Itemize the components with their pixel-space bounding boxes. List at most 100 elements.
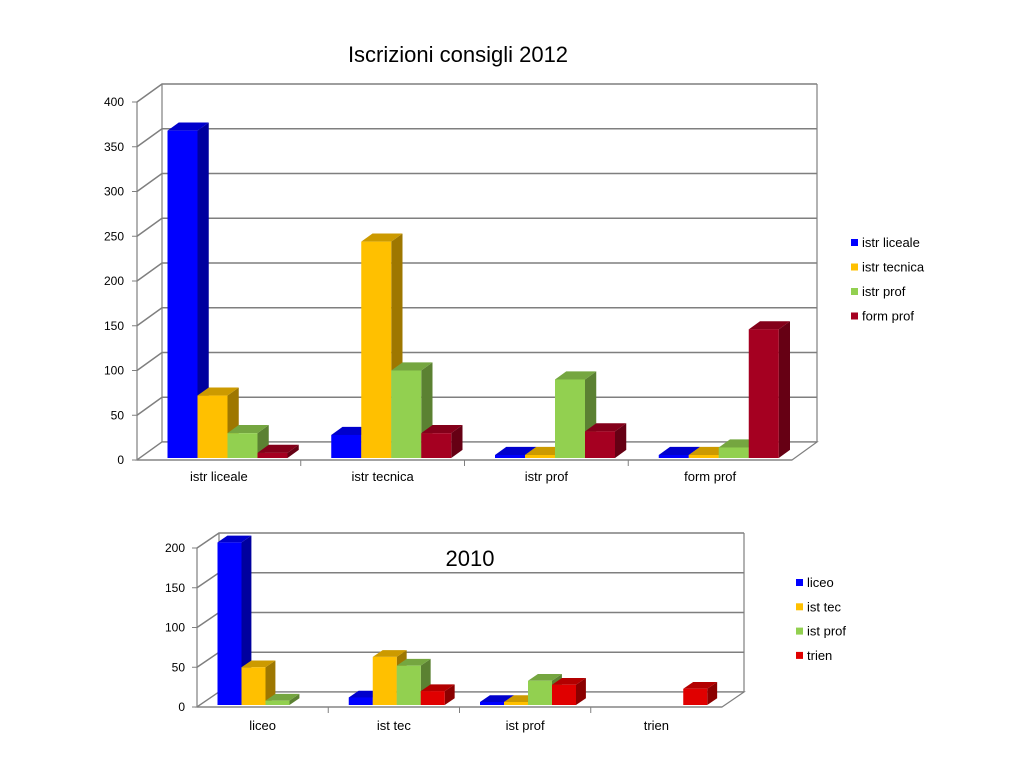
bar [552,677,586,705]
chart-title: Iscrizioni consigli 2012 [348,42,568,67]
bar-top [197,387,239,396]
bar-front [718,447,749,458]
gridline [136,307,817,327]
bar-front [528,680,552,705]
bar-side [444,684,455,705]
gridline [136,172,817,193]
bar-top [217,535,252,543]
legend-label: form prof [862,309,914,324]
bar-front [748,329,779,458]
bar-top [372,650,407,657]
legend-label: ist tec [807,599,841,614]
bar-front [241,667,266,705]
legend-swatch [796,603,803,611]
bar-top [480,695,514,702]
bar-front [552,684,576,705]
x-tick-label: istr tecnica [352,469,415,484]
bar [420,684,455,705]
bar-front [217,542,242,705]
legend-label: trien [807,648,832,663]
legend-swatch [851,239,858,246]
bar-side [265,660,276,705]
bar-side [707,681,718,705]
gridline [136,128,817,148]
bar-top [683,681,718,689]
y-tick-label: 200 [104,274,124,288]
legend-label: istr liceale [862,235,920,250]
bar-front [167,130,198,458]
bar [257,444,299,458]
chart-title: 2010 [446,546,495,571]
bar-top [495,446,537,455]
bar-top [585,423,627,432]
y-tick-label: 400 [104,95,124,109]
bar-side [289,693,300,705]
x-tick-label: istr prof [525,469,569,484]
bar-top [257,444,299,453]
y-tick-label: 150 [104,319,124,333]
bar-front [396,665,421,705]
x-tick-label: istr liceale [190,469,248,484]
bar-top [658,446,700,455]
legend-label: liceo [807,575,834,590]
bar [391,362,433,458]
legend-swatch [851,312,858,320]
legend-swatch [796,627,803,635]
bar-front [420,691,445,705]
chart-2010: 2010 0 50 100 150 200 liceo ist tec ist prof tri… [165,532,846,733]
bar-front [361,241,392,458]
bar-top [167,122,209,131]
y-tick-label: 100 [104,364,124,378]
y-tick-label: 300 [104,185,124,199]
gridline [136,83,817,103]
bar [585,423,627,458]
gridline [196,611,744,629]
bar-front [391,370,422,458]
bar-front [658,455,689,458]
y-tick-label: 100 [165,621,185,635]
x-tick-label: liceo [249,718,276,733]
bar-top [555,371,597,380]
bar-front [495,455,525,458]
y-tick-label: 350 [104,140,124,154]
bar-top [265,693,300,701]
bar-front [348,697,373,705]
bar-top [361,233,403,242]
x-tick-label: form prof [684,469,736,484]
bar-side [778,321,790,458]
legend-swatch [851,288,858,295]
bar-front [504,702,528,705]
bar [265,693,300,705]
legend-swatch [796,579,803,586]
bar-front [555,379,585,458]
bar-top [241,660,276,668]
bar-side [197,122,209,458]
gridline [136,217,817,237]
bar-front [525,455,555,458]
y-tick-label: 150 [165,581,185,595]
y-tick-label: 0 [117,453,124,467]
bar-side [451,425,463,458]
gridline [196,572,744,589]
y-tick-label: 50 [111,408,125,422]
y-tick-label: 50 [172,660,186,674]
legend-label: istr prof [862,284,906,299]
bar-front [227,433,258,458]
bar-front [585,431,615,458]
bar-side [576,677,586,705]
bar-top [391,362,433,371]
bar-front [257,452,288,458]
bar [241,660,276,705]
bar-front [421,433,452,458]
legend-swatch [796,651,803,659]
bar-top [748,321,790,330]
bar-top [528,674,562,681]
bar [227,425,269,458]
x-tick-label: ist tec [377,718,411,733]
bar-front [688,455,719,458]
bar [167,122,209,458]
legend-swatch [851,263,858,271]
chart-2012: Iscrizioni consigli 2012 0 50 100 150 200 250… [104,42,925,484]
gridline [196,651,744,668]
